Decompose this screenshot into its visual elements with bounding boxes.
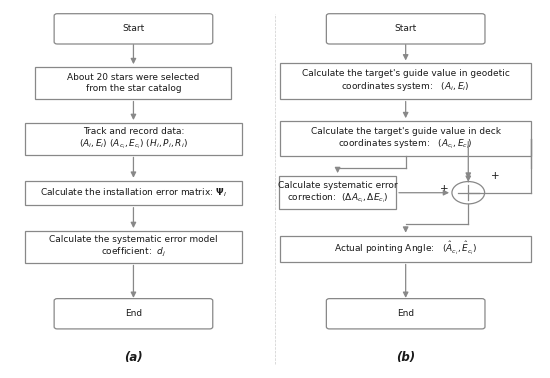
Text: Calculate the target's guide value in deck
coordinates system:   $(A_{c_i},E_{c_: Calculate the target's guide value in de… bbox=[311, 127, 500, 151]
Bar bbox=[280, 121, 531, 156]
Text: Track and record data:
$(A_i,E_i)$ $(A_{c_i},E_{c_i})$ $(H_i,P_i,R_i)$: Track and record data: $(A_i,E_i)$ $(A_{… bbox=[79, 127, 188, 151]
Text: Calculate the installation error matrix: $\mathbf{\Psi}_I$: Calculate the installation error matrix:… bbox=[40, 186, 227, 199]
Bar bbox=[280, 63, 531, 99]
Text: Calculate systematic error
correction:  $(\Delta A_{c_i},\Delta E_{c_i})$: Calculate systematic error correction: $… bbox=[278, 181, 398, 205]
Text: +: + bbox=[491, 171, 500, 181]
Text: Calculate the target's guide value in geodetic
coordinates system:   $(A_i,E_i)$: Calculate the target's guide value in ge… bbox=[302, 69, 510, 93]
Bar bbox=[279, 176, 396, 209]
Text: Actual pointing Angle:   $(\hat{A}_{c_i},\hat{E}_{c_i})$: Actual pointing Angle: $(\hat{A}_{c_i},\… bbox=[334, 240, 477, 257]
Text: +: + bbox=[439, 184, 448, 194]
Text: About 20 stars were selected
from the star catalog: About 20 stars were selected from the st… bbox=[67, 73, 200, 93]
Text: Start: Start bbox=[394, 24, 417, 33]
FancyBboxPatch shape bbox=[54, 14, 213, 44]
Text: Calculate the systematic error model
coefficient:  $d_j$: Calculate the systematic error model coe… bbox=[49, 235, 218, 259]
Bar bbox=[25, 181, 243, 205]
Bar bbox=[280, 235, 531, 262]
FancyBboxPatch shape bbox=[326, 299, 485, 329]
Text: Start: Start bbox=[122, 24, 145, 33]
Text: (a): (a) bbox=[124, 351, 143, 364]
FancyBboxPatch shape bbox=[54, 299, 213, 329]
Text: End: End bbox=[397, 309, 414, 318]
Text: End: End bbox=[125, 309, 142, 318]
Bar bbox=[35, 67, 232, 99]
Bar bbox=[25, 123, 243, 155]
Text: (b): (b) bbox=[396, 351, 415, 364]
Bar bbox=[25, 231, 243, 263]
FancyBboxPatch shape bbox=[326, 14, 485, 44]
